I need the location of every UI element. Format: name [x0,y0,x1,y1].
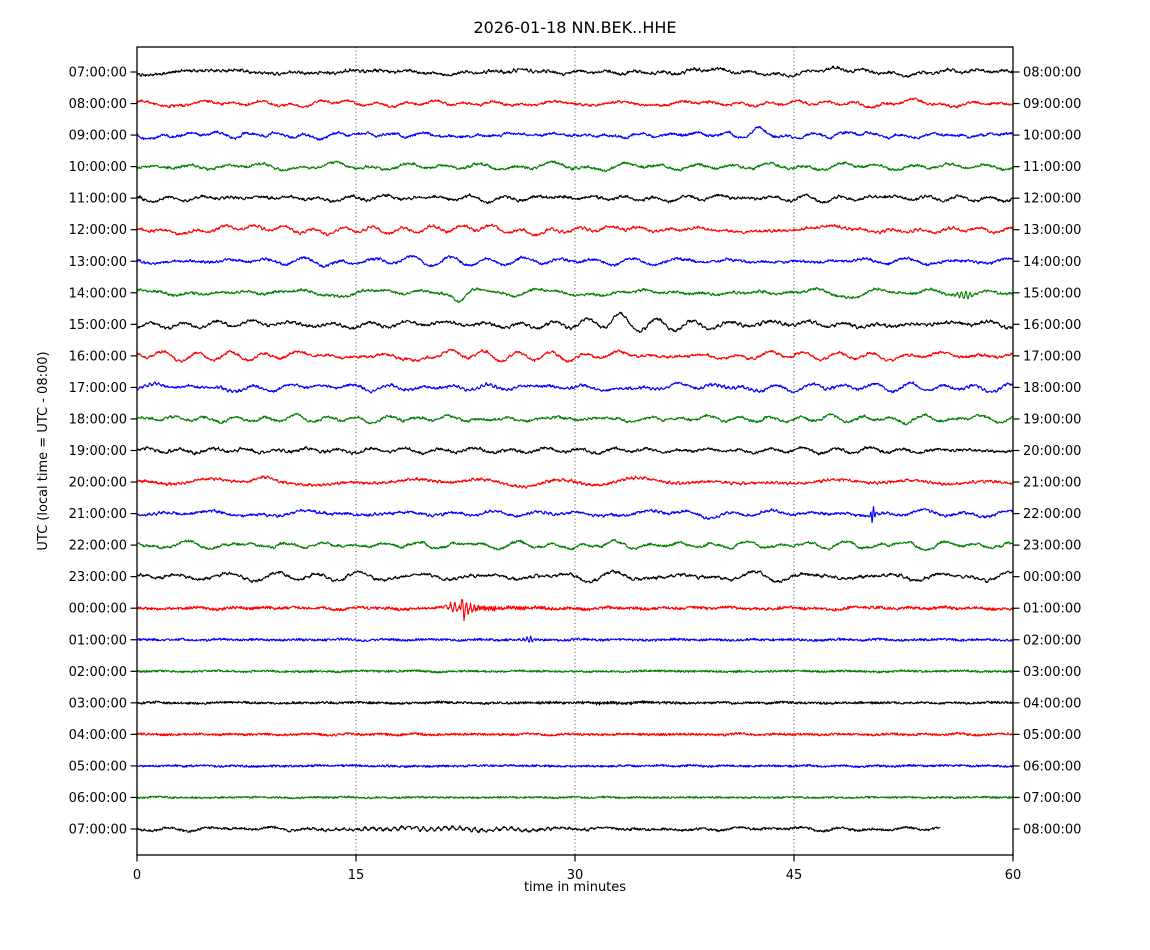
y-tick-label-left: 17:00:00 [69,381,127,396]
seismogram-trace [136,97,1014,109]
y-tick-label-left: 21:00:00 [69,507,127,522]
y-tick-label-left: 19:00:00 [69,444,127,459]
y-tick-label-left: 23:00:00 [69,570,127,585]
y-tick-label-right: 19:00:00 [1023,412,1081,427]
y-tick-label-right: 21:00:00 [1023,476,1081,491]
y-tick-label-right: 09:00:00 [1023,97,1081,112]
y-tick-label-left: 22:00:00 [69,539,127,554]
y-tick-label-right: 23:00:00 [1023,539,1081,554]
seismogram-trace [136,598,1014,622]
seismogram-trace [136,286,1014,304]
y-tick-label-right: 08:00:00 [1023,823,1081,838]
plot-border [136,46,1014,856]
y-tick-label-left: 16:00:00 [69,349,127,364]
seismogram-trace [136,825,941,834]
y-tick-label-right: 10:00:00 [1023,129,1081,144]
y-tick-label-left: 18:00:00 [69,412,127,427]
y-tick-label-left: 20:00:00 [69,476,127,491]
seismogram-trace [136,505,1014,524]
seismogram-trace [136,731,1014,737]
seismogram-trace [136,569,1014,584]
y-tick-label-right: 07:00:00 [1023,791,1081,806]
seismogram-trace [136,412,1014,426]
seismogram-trace [136,669,1014,674]
y-tick-label-left: 01:00:00 [69,633,127,648]
seismogram-trace [136,475,1014,489]
seismogram-trace [136,348,1014,363]
y-tick-label-right: 13:00:00 [1023,223,1081,238]
y-tick-label-right: 17:00:00 [1023,349,1081,364]
y-axis-label: UTC (local time = UTC - 08:00) [36,351,51,550]
y-tick-label-left: 10:00:00 [69,160,127,175]
seismogram-trace [136,445,1014,456]
y-tick-label-right: 04:00:00 [1023,696,1081,711]
y-tick-label-left: 06:00:00 [69,791,127,806]
seismogram-trace [136,223,1014,237]
y-tick-label-right: 20:00:00 [1023,444,1081,459]
x-tick-label: 45 [786,868,803,883]
y-tick-label-left: 07:00:00 [69,823,127,838]
y-tick-label-left: 03:00:00 [69,696,127,711]
y-tick-label-right: 16:00:00 [1023,318,1081,333]
y-tick-label-left: 05:00:00 [69,759,127,774]
seismogram-trace [136,538,1014,552]
y-tick-label-left: 13:00:00 [69,255,127,270]
y-tick-label-left: 14:00:00 [69,286,127,301]
y-tick-label-right: 03:00:00 [1023,665,1081,680]
x-tick-label: 60 [1005,868,1022,883]
y-tick-label-left: 15:00:00 [69,318,127,333]
y-tick-label-left: 02:00:00 [69,665,127,680]
y-tick-label-left: 00:00:00 [69,602,127,617]
x-tick-label: 15 [348,868,365,883]
y-tick-label-right: 12:00:00 [1023,192,1081,207]
y-tick-label-right: 06:00:00 [1023,759,1081,774]
y-tick-label-left: 12:00:00 [69,223,127,238]
y-tick-label-left: 07:00:00 [69,66,127,81]
seismogram-trace [136,795,1014,800]
y-tick-label-right: 22:00:00 [1023,507,1081,522]
seismogram-trace [136,160,1014,173]
y-tick-label-left: 09:00:00 [69,129,127,144]
y-tick-label-right: 08:00:00 [1023,66,1081,81]
seismogram-trace [136,763,1014,769]
y-tick-label-right: 01:00:00 [1023,602,1081,617]
y-tick-label-left: 11:00:00 [69,192,127,207]
y-tick-label-left: 08:00:00 [69,97,127,112]
x-tick-label: 30 [567,868,584,883]
y-tick-label-left: 04:00:00 [69,728,127,743]
y-tick-label-right: 00:00:00 [1023,570,1081,585]
seismogram-trace [136,254,1014,269]
seismogram-trace [136,125,1014,141]
y-tick-label-right: 02:00:00 [1023,633,1081,648]
axes-group: 0 15 30 45 60 07:00:00 08:00:00 08:00:00 09:00:0… [69,66,1082,884]
y-tick-label-right: 14:00:00 [1023,255,1081,270]
seismogram-trace [136,381,1014,394]
x-tick-label: 0 [133,868,141,883]
y-tick-label-right: 18:00:00 [1023,381,1081,396]
y-tick-label-right: 15:00:00 [1023,286,1081,301]
y-tick-label-right: 11:00:00 [1023,160,1081,175]
seismogram-trace [136,635,1014,643]
seismogram-trace [136,193,1014,205]
seismogram-trace [136,65,1014,78]
gridlines-group [355,47,795,855]
y-tick-label-right: 05:00:00 [1023,728,1081,743]
traces-group [136,65,1014,834]
seismogram-trace [136,700,1014,706]
chart-title: 2026-01-18 NN.BEK..HHE [473,18,676,37]
x-axis-label: time in minutes [524,880,626,895]
seismogram-trace [136,311,1014,334]
